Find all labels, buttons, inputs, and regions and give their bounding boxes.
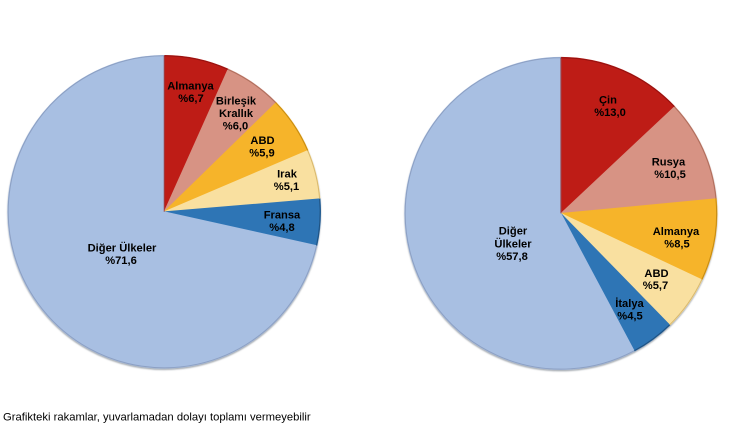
svg-text:%6,0: %6,0 (223, 121, 248, 133)
svg-text:Birleşik: Birleşik (216, 96, 257, 108)
svg-text:%4,5: %4,5 (617, 311, 642, 323)
svg-text:Krallık: Krallık (219, 108, 254, 120)
svg-text:Fransa: Fransa (264, 210, 301, 222)
svg-text:%5,9: %5,9 (249, 148, 274, 160)
svg-text:%10,5: %10,5 (654, 169, 686, 181)
svg-text:%4,8: %4,8 (269, 222, 294, 234)
svg-text:%6,7: %6,7 (178, 93, 203, 105)
svg-text:Diğer: Diğer (499, 226, 528, 238)
svg-text:%5,7: %5,7 (643, 280, 668, 292)
svg-text:Ülkeler: Ülkeler (494, 238, 532, 251)
svg-text:%5,1: %5,1 (274, 181, 299, 193)
svg-text:Rusya: Rusya (652, 157, 686, 169)
svg-text:%57,8: %57,8 (496, 251, 528, 263)
svg-text:ABD: ABD (644, 268, 668, 280)
svg-text:Diğer Ülkeler: Diğer Ülkeler (88, 242, 157, 255)
svg-text:Irak: Irak (277, 169, 298, 181)
svg-text:Almanya: Almanya (167, 81, 214, 93)
svg-text:%13,0: %13,0 (594, 107, 626, 119)
svg-text:%8,5: %8,5 (664, 239, 689, 251)
svg-text:Grafikteki rakamlar, yuvarlama: Grafikteki rakamlar, yuvarlamadan dolayı… (3, 412, 311, 424)
svg-text:İtalya: İtalya (615, 297, 644, 310)
svg-text:%71,6: %71,6 (105, 255, 137, 267)
svg-text:Almanya: Almanya (653, 226, 700, 238)
svg-text:Çin: Çin (599, 95, 617, 107)
svg-text:ABD: ABD (250, 135, 274, 147)
